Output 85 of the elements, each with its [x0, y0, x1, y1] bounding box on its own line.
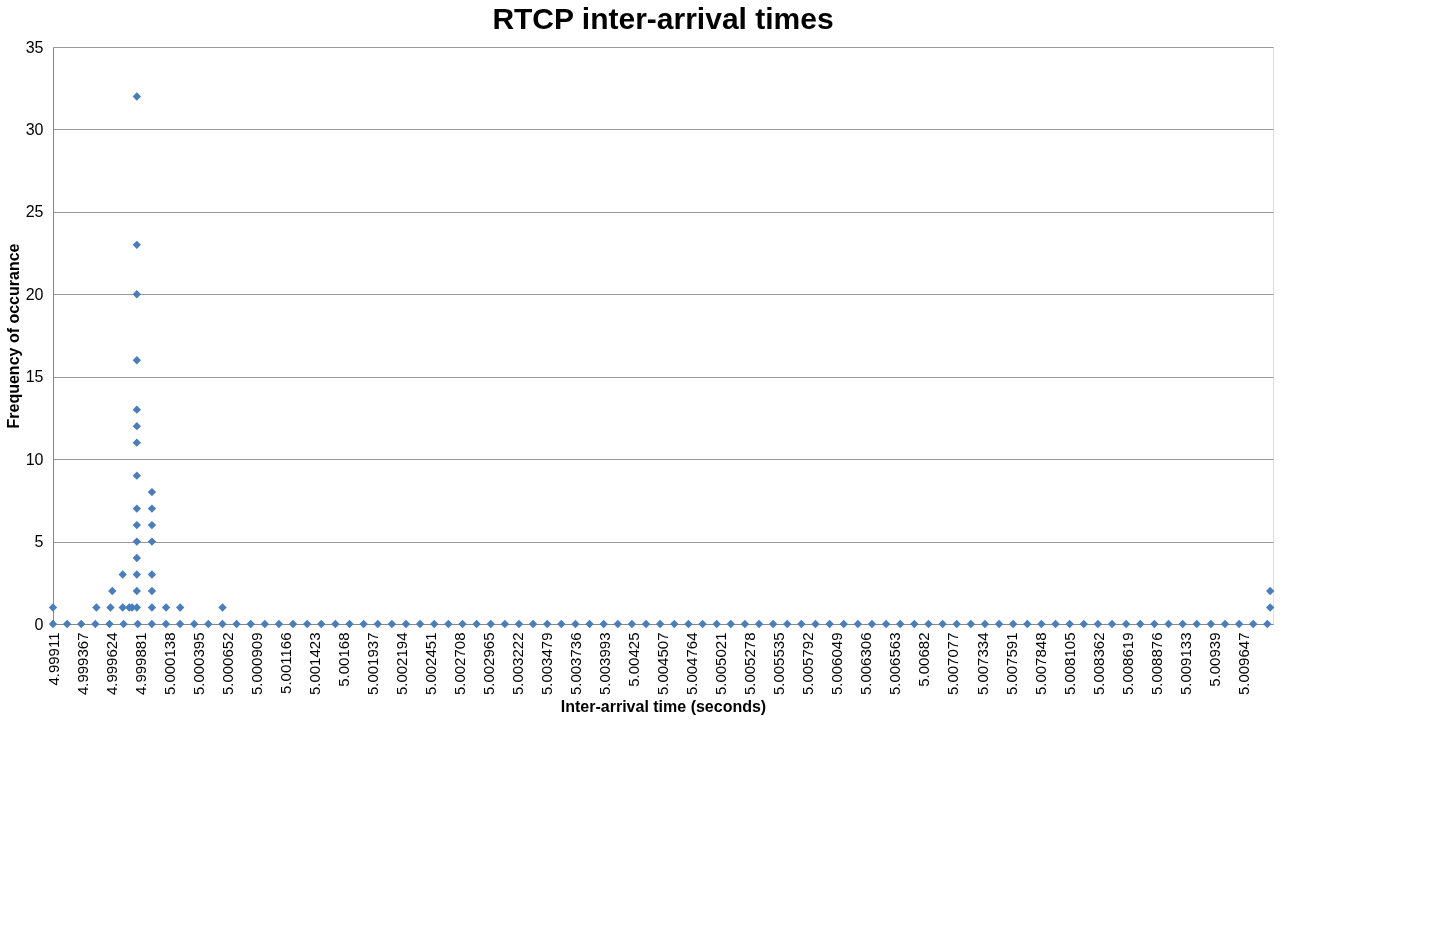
point: [176, 603, 185, 612]
point: [1265, 586, 1275, 596]
x-tick-label: 5.000395: [189, 632, 207, 696]
y-tick-label: 0: [34, 615, 44, 633]
y-tick-label: 15: [25, 368, 44, 386]
y-tick-label: 5: [34, 533, 44, 551]
y-axis-title: Frequency of occurance: [4, 243, 22, 429]
point: [118, 603, 127, 612]
x-tick-label: 5.000909: [247, 632, 265, 696]
x-tick-label: 5.00939: [1205, 632, 1223, 687]
point: [132, 421, 141, 431]
x-tick-label: 5.001423: [305, 632, 323, 696]
y-tick-label: 35: [25, 38, 44, 56]
x-tick-label: 5.004764: [683, 632, 701, 696]
chart-title: RTCP inter-arrival times: [492, 2, 834, 35]
point: [132, 92, 141, 101]
x-tick-label: 5.007077: [944, 632, 962, 696]
x-tick-label: 5.008619: [1118, 632, 1136, 696]
x-tick-label: 5.003993: [596, 632, 614, 696]
x-tick-label: 5.008362: [1089, 632, 1107, 696]
point: [147, 504, 157, 513]
x-tick-label: 5.003222: [509, 632, 526, 696]
point: [132, 586, 141, 596]
x-tick-label: 5.007334: [973, 632, 991, 696]
y-tick-label: 20: [25, 285, 44, 303]
point: [132, 471, 141, 480]
x-tick-label: 5.008876: [1147, 632, 1165, 696]
x-tick-label: 4.99911: [44, 632, 62, 686]
x-tick-label: 4.999881: [131, 632, 149, 696]
point: [48, 603, 58, 612]
point: [132, 520, 141, 530]
x-tick-label: 5.00682: [915, 632, 933, 687]
point: [132, 405, 141, 414]
x-tick-label: 5.005792: [799, 632, 817, 696]
x-tick-label: 5.009647: [1234, 632, 1252, 696]
point: [132, 553, 141, 563]
x-tick-label: 5.006563: [886, 632, 904, 696]
y-tick-label: 25: [25, 203, 44, 221]
x-tick-label: 5.006049: [828, 632, 846, 696]
point: [147, 586, 157, 596]
x-tick-label: 5.001166: [276, 632, 294, 694]
point: [132, 504, 141, 513]
x-tick-label: 5.00425: [625, 632, 643, 687]
x-tick-label: 5.008105: [1060, 632, 1078, 696]
point: [106, 603, 115, 612]
point: [132, 356, 141, 365]
y-tick-label: 30: [25, 120, 44, 138]
point: [147, 520, 157, 530]
y-tick-label: 10: [25, 450, 44, 468]
x-tick-label: 5.002965: [479, 632, 497, 696]
point: [132, 537, 141, 546]
x-tick-label: 5.003736: [567, 632, 585, 696]
x-tick-label: 5.003479: [538, 632, 556, 696]
x-tick-label: 5.00168: [334, 632, 352, 687]
x-tick-label: 4.999367: [73, 632, 91, 696]
point: [147, 537, 157, 546]
x-tick-label: 5.002194: [392, 632, 410, 696]
point: [147, 603, 157, 612]
x-tick-label: 5.009133: [1176, 632, 1194, 696]
x-tick-label: 5.007848: [1031, 632, 1049, 696]
point: [108, 586, 117, 596]
point: [161, 603, 171, 612]
x-tick-label: 5.002451: [421, 632, 439, 696]
point: [132, 290, 141, 299]
x-tick-label: 5.006306: [857, 632, 875, 696]
x-tick-label: 5.005278: [741, 632, 759, 696]
point: [147, 487, 157, 497]
point: [218, 603, 227, 612]
x-tick-label: 5.002708: [450, 632, 468, 696]
point: [132, 240, 141, 250]
x-tick-label: 5.007591: [1002, 632, 1020, 696]
x-tick-label: 5.000652: [218, 632, 236, 696]
x-tick-label: 5.000138: [160, 632, 178, 696]
x-tick-label: 4.999624: [102, 632, 120, 696]
point: [132, 438, 141, 447]
x-tick-label: 5.001937: [363, 632, 381, 696]
point: [118, 570, 127, 579]
x-tick-label: 5.005021: [712, 632, 730, 696]
point: [132, 570, 141, 579]
x-axis-title: Inter-arrival time (seconds): [560, 698, 767, 716]
point: [147, 570, 157, 579]
x-tick-label: 5.005535: [770, 632, 788, 696]
point: [1265, 603, 1275, 612]
x-tick-label: 5.004507: [654, 632, 672, 696]
point: [92, 603, 101, 612]
